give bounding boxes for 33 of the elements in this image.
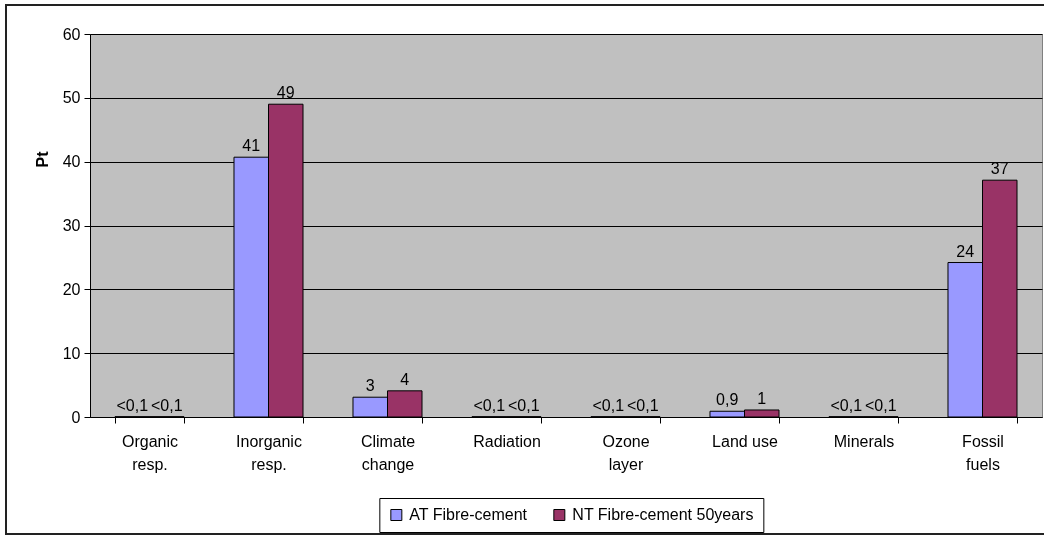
x-tick-label: Radiation (473, 432, 541, 450)
y-tick-label: 10 (62, 344, 81, 362)
legend-label: AT Fibre-cement (409, 506, 528, 523)
data-label: 49 (276, 84, 295, 102)
legend-label: NT Fibre-cement 50years (572, 506, 754, 523)
data-label: <0,1 (864, 396, 897, 414)
y-tick-label: 40 (62, 153, 81, 171)
y-tick-label: 0 (71, 408, 81, 426)
x-tick-label: Minerals (833, 432, 895, 450)
x-tick-label: Organic resp. (121, 432, 179, 473)
data-label: <0,1 (116, 396, 149, 414)
y-tick-label: 60 (62, 25, 81, 43)
data-label: <0,1 (626, 396, 659, 414)
data-label: 0,9 (716, 391, 739, 409)
x-tick-label: Inorganic resp. (236, 432, 302, 473)
y-tick-label: 30 (62, 217, 81, 234)
x-tick-label: Ozone layer (602, 432, 650, 473)
y-axis-title: Pt (33, 150, 51, 168)
data-label: <0,1 (592, 396, 625, 414)
data-label: 24 (956, 242, 975, 260)
y-tick-label: 50 (62, 89, 81, 107)
data-label: <0,1 (830, 396, 863, 414)
data-label: 1 (757, 389, 767, 407)
data-label: 41 (242, 137, 261, 155)
x-tick-label: Fossil fuels (962, 432, 1004, 473)
data-label: <0,1 (473, 396, 506, 414)
data-label: <0,1 (150, 396, 183, 414)
data-label: <0,1 (507, 396, 540, 414)
data-label: 4 (400, 370, 410, 388)
x-tick-label: Land use (712, 432, 779, 450)
x-tick-label: Climate change (360, 432, 416, 473)
data-label: 3 (365, 377, 375, 395)
y-tick-label: 20 (62, 280, 81, 298)
